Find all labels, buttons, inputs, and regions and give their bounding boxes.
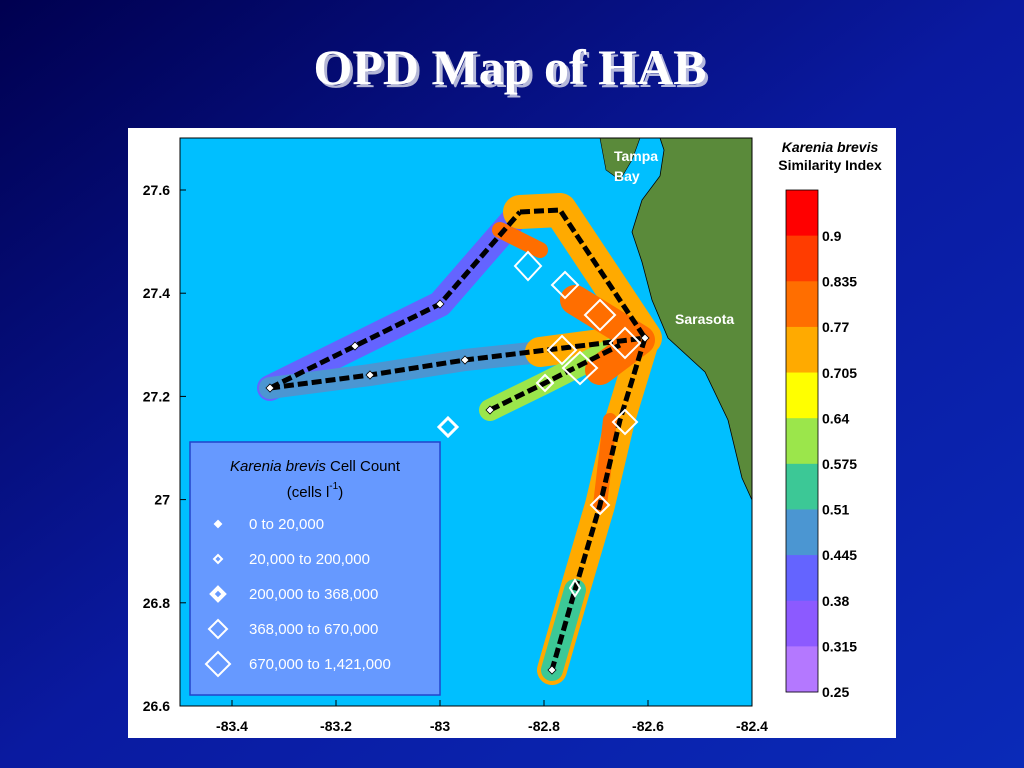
colorbar-swatch — [786, 235, 818, 282]
x-tick-label: -82.6 — [632, 718, 664, 734]
legend-entries: 0 to 20,000 20,000 to 200,000 200,000 to 3… — [204, 516, 391, 678]
legend-entry: 20,000 to 200,000 — [249, 551, 370, 568]
y-tick-label: 27.4 — [143, 285, 170, 301]
colorbar-swatch — [786, 555, 818, 602]
colorbar-label: 0.445 — [822, 547, 857, 563]
colorbar-swatch — [786, 326, 818, 374]
ship-tracks — [268, 207, 648, 671]
legend-title-text: Cell Count — [330, 458, 401, 475]
legend-symbol — [213, 519, 223, 529]
legend-symbol — [209, 585, 227, 603]
legend-title-italic: Karenia brevis — [230, 458, 326, 475]
sample-diamonds — [265, 299, 650, 675]
place-label: Tampa — [614, 148, 658, 164]
legend-symbol — [204, 650, 232, 678]
colorbar-label: 0.51 — [822, 502, 849, 518]
x-tick-label: -82.8 — [528, 718, 560, 734]
colorbar-label: 0.9 — [822, 228, 842, 244]
x-tick-label: -82.4 — [736, 718, 768, 734]
y-tick-label: 26.6 — [143, 698, 170, 714]
colorbar-label: 0.38 — [822, 593, 849, 609]
colorbar-swatch — [786, 418, 818, 465]
colorbar-swatch — [786, 372, 818, 419]
y-ticks: 27.6 27.4 27.2 27 26.8 26.6 — [143, 182, 186, 714]
x-tick-label: -83.2 — [320, 718, 352, 734]
legend-symbol — [207, 618, 229, 640]
map-frame — [179, 137, 753, 707]
colorbar-swatch — [786, 600, 818, 647]
colorbar-title: Similarity Index — [778, 157, 882, 173]
colorbar-label: 0.64 — [822, 410, 849, 426]
x-tick-label: -83.4 — [216, 718, 248, 734]
legend-title: Karenia brevis Cell Count — [230, 458, 401, 475]
legend-unit: (cells l-1) — [287, 481, 343, 501]
legend-entry: 670,000 to 1,421,000 — [249, 656, 391, 673]
place-label: Sarasota — [675, 311, 734, 327]
colorbar: Karenia brevis Similarity Index 0.9 0.835… — [778, 139, 882, 700]
y-tick-label: 27.6 — [143, 182, 170, 198]
legend: Karenia brevis Cell Count (cells l-1) 0 … — [189, 441, 441, 696]
legend-unit-end: ) — [338, 484, 343, 501]
colorbar-frame — [785, 189, 819, 693]
colorbar-swatch — [786, 281, 818, 328]
legend-entry: 200,000 to 368,000 — [249, 586, 378, 603]
colorbar-swatch — [786, 509, 818, 556]
colorbar-label: 0.25 — [822, 684, 849, 700]
colorbar-label: 0.77 — [822, 319, 849, 335]
legend-entry: 0 to 20,000 — [249, 516, 324, 533]
colorbar-label: 0.835 — [822, 274, 857, 290]
large-diamonds — [513, 250, 642, 598]
land — [631, 137, 753, 501]
slide-title: OPD Map of HAB — [313, 39, 706, 95]
place-label: Bay — [614, 168, 640, 184]
colorbar-title-italic: Karenia brevis — [782, 139, 879, 155]
y-tick-label: 27.2 — [143, 388, 170, 404]
colorbar-label: 0.315 — [822, 638, 857, 654]
legend-box — [189, 441, 441, 696]
y-tick-label: 26.8 — [143, 595, 170, 611]
colorbar-swatch — [786, 646, 818, 693]
title-shadow: OPD Map of HAB — [316, 42, 709, 98]
colorbar-label: 0.705 — [822, 365, 857, 381]
legend-entry: 368,000 to 670,000 — [249, 621, 378, 638]
colorbar-swatch — [786, 463, 818, 510]
x-tick-label: -83 — [430, 718, 450, 734]
x-ticks: -83.4 -83.2 -83 -82.8 -82.6 -82.4 — [216, 700, 768, 734]
colorbar-swatch — [786, 190, 818, 237]
y-tick-label: 27 — [154, 492, 170, 508]
legend-unit-text: (cells l — [287, 484, 330, 501]
colorbar-scale: 0.9 0.835 0.77 0.705 0.64 0.575 0.51 0.445 0.38 0… — [785, 189, 857, 700]
colorbar-label: 0.575 — [822, 456, 857, 472]
legend-symbol — [212, 553, 224, 565]
legend-unit-sup: -1 — [329, 481, 338, 492]
